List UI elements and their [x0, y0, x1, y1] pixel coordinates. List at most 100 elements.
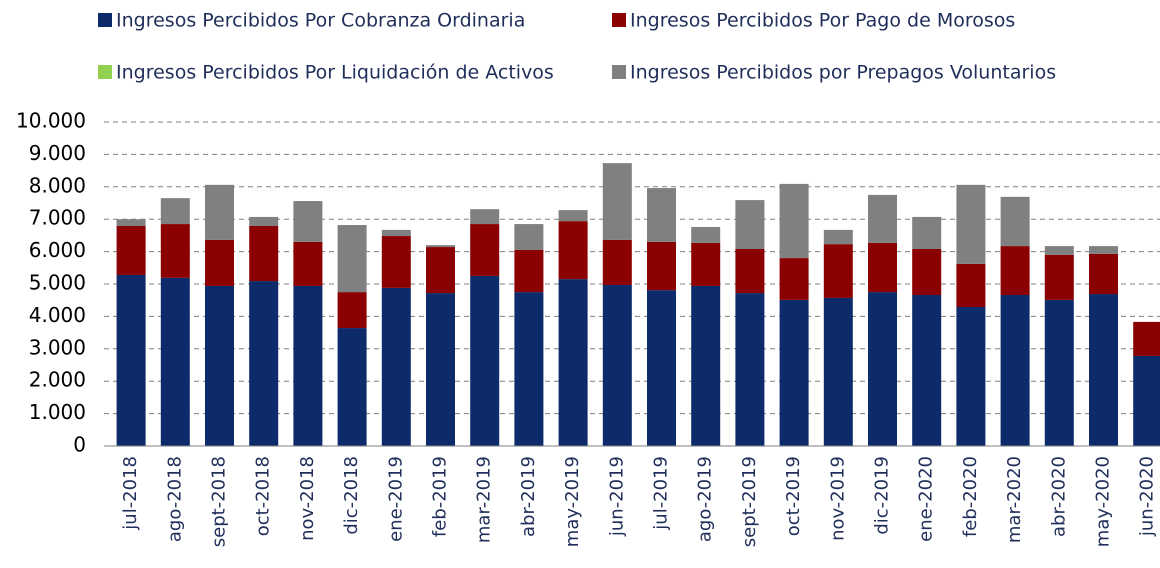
bar-segment: [426, 247, 455, 294]
bar-segment: [514, 249, 544, 293]
bar-segment: [691, 242, 721, 286]
bar-segment: [912, 216, 942, 250]
bar-segment: [160, 224, 190, 278]
y-tick-label: 2.000: [29, 368, 86, 392]
bar-segment: [249, 216, 279, 227]
bar-segment: [426, 245, 455, 248]
bar-segment: [779, 299, 809, 446]
x-tick-label: jun-2019: [606, 456, 627, 537]
y-tick-label: 3.000: [29, 335, 86, 359]
bar-segment: [647, 188, 676, 242]
x-tick-label: nov-2018: [297, 456, 318, 541]
bar-segment: [1044, 254, 1074, 300]
y-tick-label: 10.000: [16, 109, 86, 133]
legend-swatch: [98, 65, 112, 79]
bar-segment: [426, 293, 455, 446]
bar-segment: [381, 287, 411, 446]
y-tick-label: 6.000: [29, 238, 86, 262]
bar-segment: [823, 244, 853, 298]
x-tick-label: nov-2019: [827, 456, 848, 541]
bar-segment: [735, 293, 765, 446]
legend-swatch: [612, 13, 626, 27]
bar-segment: [381, 236, 411, 288]
bar-segment: [1044, 299, 1074, 446]
bar-segment: [691, 226, 721, 243]
bar-segment: [116, 274, 146, 446]
x-tick-label: sept-2019: [739, 456, 760, 547]
bar-segment: [1133, 355, 1160, 446]
legend-label: Ingresos Percibidos Por Pago de Morosos: [630, 10, 1015, 32]
bar-segment: [647, 290, 676, 446]
y-tick-label: 1.000: [29, 400, 86, 424]
bar-segment: [735, 249, 765, 294]
y-tick-label: 0: [73, 433, 86, 457]
x-tick-label: ene-2019: [385, 456, 406, 542]
bar-segment: [558, 210, 588, 222]
bar-segment: [514, 292, 544, 446]
y-tick-label: 7.000: [29, 206, 86, 230]
bar-segment: [337, 328, 367, 446]
bar-segment: [249, 226, 279, 282]
x-tick-label: feb-2019: [430, 456, 451, 537]
bar-segment: [160, 198, 190, 225]
bar-segment: [823, 297, 853, 446]
legend-swatch: [612, 65, 626, 79]
bar-segment: [337, 292, 367, 329]
x-tick-label: jul-2018: [120, 456, 141, 531]
bar-segment: [514, 224, 544, 250]
y-tick-label: 5.000: [29, 271, 86, 295]
bar-segment: [602, 239, 632, 285]
bar-segment: [337, 225, 367, 293]
x-tick-label: dic-2019: [872, 456, 893, 535]
bar-segment: [470, 275, 500, 446]
x-tick-label: ene-2020: [916, 456, 937, 542]
x-tick-label: oct-2019: [783, 456, 804, 536]
bar-segment: [293, 201, 323, 242]
bar-segment: [647, 241, 676, 291]
bar-segment: [602, 163, 632, 240]
x-tick-label: abr-2020: [1048, 456, 1069, 537]
x-tick-label: may-2019: [562, 456, 583, 547]
bar-segment: [558, 279, 588, 446]
bar-segment: [956, 184, 986, 264]
bar-segment: [823, 229, 853, 245]
bar-segment: [868, 194, 897, 243]
bar-segment: [116, 219, 146, 227]
x-tick-label: ago-2019: [695, 456, 716, 542]
bar-segment: [779, 183, 809, 259]
bar-segment: [1044, 246, 1074, 255]
bar-segment: [205, 285, 234, 446]
bar-segment: [912, 295, 942, 446]
bar-segment: [293, 241, 323, 286]
bar-segment: [912, 249, 942, 296]
bar-segment: [1000, 295, 1030, 446]
bar-segment: [205, 184, 234, 240]
y-tick-label: 9.000: [29, 141, 86, 165]
bar-segment: [381, 229, 411, 237]
bar-segment: [735, 200, 765, 250]
y-tick-label: 8.000: [29, 173, 86, 197]
bar-segment: [470, 209, 500, 225]
bar-segment: [691, 285, 721, 446]
bar-segment: [868, 242, 897, 293]
bar-segment: [160, 277, 190, 446]
y-tick-label: 4.000: [29, 303, 86, 327]
bar-segment: [1000, 246, 1030, 296]
legend-swatch: [98, 13, 112, 27]
x-tick-label: jun-2020: [1137, 456, 1158, 537]
legend-label: Ingresos Percibidos por Prepagos Volunta…: [630, 62, 1056, 84]
bar-segment: [116, 226, 146, 275]
bar-segment: [956, 263, 986, 308]
x-tick-label: oct-2018: [253, 456, 274, 536]
bar-segment: [1133, 321, 1160, 356]
bar-segment: [1089, 294, 1118, 446]
bar-segment: [602, 284, 632, 446]
legend-label: Ingresos Percibidos Por Liquidación de A…: [116, 62, 554, 84]
bar-segment: [956, 307, 986, 446]
x-tick-label: abr-2019: [518, 456, 539, 537]
bar-segment: [1000, 196, 1030, 247]
bar-segment: [293, 285, 323, 446]
x-tick-label: feb-2020: [960, 456, 981, 537]
x-tick-label: dic-2018: [341, 456, 362, 535]
